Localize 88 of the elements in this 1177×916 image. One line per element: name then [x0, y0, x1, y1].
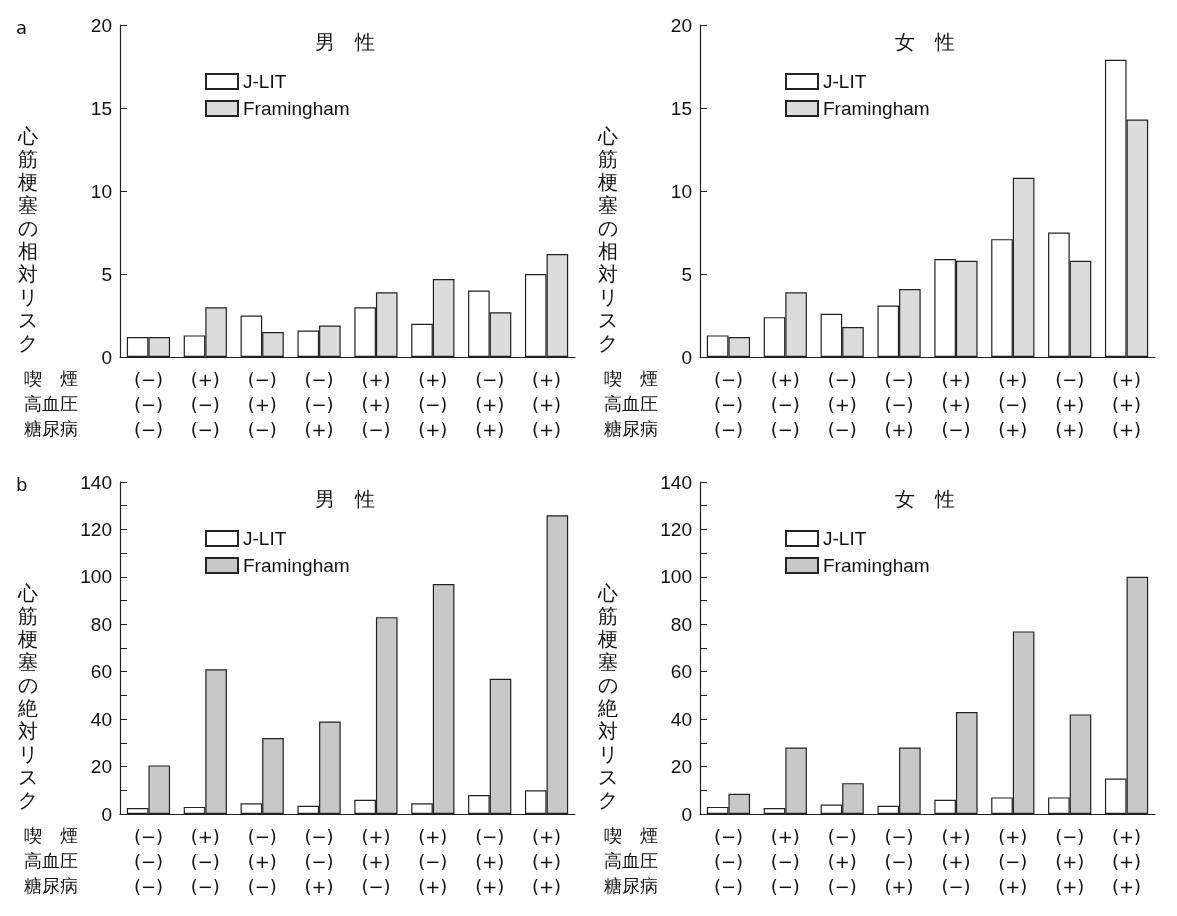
text: a [16, 17, 28, 38]
x-tick-label: (−) (−) (−) [133, 369, 164, 440]
text: 高血圧 [604, 850, 658, 872]
y-tick-label: 120 [660, 518, 692, 540]
y-tick-label: 20 [670, 14, 692, 36]
text: 高血圧 [604, 393, 658, 415]
x-tick-label: (−) (−) (−) [133, 826, 164, 897]
y-tick-label: 60 [670, 661, 692, 683]
text: 高血圧 [24, 850, 78, 872]
text: 糖尿病 [24, 418, 78, 440]
x-tick-label: (−) (+) (−) [247, 369, 277, 440]
y-tick-label: 60 [90, 661, 112, 683]
x-tick-label: (−) (+) (−) [827, 826, 857, 897]
y-tick-label: 20 [670, 756, 692, 778]
text: 喫 煙 [604, 825, 658, 847]
x-tick-label: (+) (−) (+) [998, 826, 1028, 897]
y-tick-label: 80 [670, 613, 692, 635]
x-tick-label: (−) (+) (+) [475, 826, 505, 897]
text: 糖尿病 [24, 875, 78, 897]
y-tick-label: 40 [90, 708, 112, 730]
x-tick-label: (−) (−) (−) [713, 826, 744, 897]
chart-title: 女 性 [895, 30, 955, 54]
y-tick-label: 5 [681, 263, 692, 285]
legend-label: Framingham [243, 98, 350, 119]
chart-title: 女 性 [895, 487, 955, 511]
x-tick-label: (−) (+) (+) [1055, 369, 1085, 440]
x-tick-label: (−) (−) (−) [713, 369, 744, 440]
y-tick-label: 15 [90, 97, 112, 119]
x-tick-label: (+) (+) (+) [1111, 369, 1142, 440]
y-tick-label: 40 [670, 708, 692, 730]
legend-label: Framingham [243, 555, 350, 576]
legend-label: J-LIT [243, 528, 287, 549]
legend-label: Framingham [823, 98, 930, 119]
text: 高血圧 [24, 393, 78, 415]
x-tick-label: (−) (+) (+) [475, 369, 505, 440]
x-tick-label: (−) (−) (+) [884, 369, 914, 440]
y-tick-label: 15 [670, 97, 692, 119]
text: 喫 煙 [24, 368, 78, 390]
text: 喫 煙 [24, 825, 78, 847]
y-tick-label: 140 [80, 471, 112, 493]
y-tick-label: 100 [660, 566, 692, 588]
text: 糖尿病 [604, 418, 658, 440]
x-tick-label: (+) (−) (−) [190, 369, 220, 440]
y-tick-label: 0 [101, 346, 112, 368]
x-tick-label: (−) (−) (+) [304, 369, 334, 440]
x-tick-label: (+) (+) (+) [531, 826, 562, 897]
x-tick-label: (−) (−) (+) [304, 826, 334, 897]
y-tick-label: 20 [90, 14, 112, 36]
text: b [16, 474, 28, 495]
legend-label: Framingham [823, 555, 930, 576]
y-tick-label: 80 [90, 613, 112, 635]
text: 心筋梗塞の絶対リスク [18, 581, 38, 812]
x-tick-label: (+) (−) (+) [418, 369, 448, 440]
x-tick-label: (+) (−) (+) [418, 826, 448, 897]
x-tick-label: (+) (−) (−) [190, 826, 220, 897]
x-tick-label: (−) (+) (−) [247, 826, 277, 897]
y-tick-label: 0 [681, 346, 692, 368]
x-tick-label: (+) (−) (+) [998, 369, 1028, 440]
x-tick-label: (+) (−) (−) [770, 369, 800, 440]
y-tick-label: 20 [90, 756, 112, 778]
x-tick-label: (+) (+) (−) [941, 369, 971, 440]
text: 喫 煙 [604, 368, 658, 390]
x-tick-label: (−) (+) (+) [1055, 826, 1085, 897]
x-tick-label: (+) (−) (−) [770, 826, 800, 897]
x-tick-label: (−) (+) (−) [827, 369, 857, 440]
y-tick-label: 5 [101, 263, 112, 285]
x-tick-label: (+) (+) (−) [361, 369, 391, 440]
text: 心筋梗塞の絶対リスク [598, 581, 618, 812]
x-tick-label: (−) (−) (+) [884, 826, 914, 897]
y-tick-label: 10 [670, 180, 692, 202]
chart-title: 男 性 [315, 487, 375, 511]
text: 心筋梗塞の相対リスク [598, 124, 618, 355]
y-tick-label: 140 [660, 471, 692, 493]
legend-label: J-LIT [823, 71, 867, 92]
y-tick-label: 0 [681, 803, 692, 825]
text: 心筋梗塞の相対リスク [18, 124, 38, 355]
x-tick-label: (+) (+) (−) [361, 826, 391, 897]
legend-label: J-LIT [823, 528, 867, 549]
text: 糖尿病 [604, 875, 658, 897]
y-tick-label: 120 [80, 518, 112, 540]
x-tick-label: (+) (+) (−) [941, 826, 971, 897]
y-tick-label: 100 [80, 566, 112, 588]
legend-label: J-LIT [243, 71, 287, 92]
x-tick-label: (+) (+) (+) [531, 369, 562, 440]
y-tick-label: 0 [101, 803, 112, 825]
y-tick-label: 10 [90, 180, 112, 202]
x-tick-label: (+) (+) (+) [1111, 826, 1142, 897]
chart-title: 男 性 [315, 30, 375, 54]
